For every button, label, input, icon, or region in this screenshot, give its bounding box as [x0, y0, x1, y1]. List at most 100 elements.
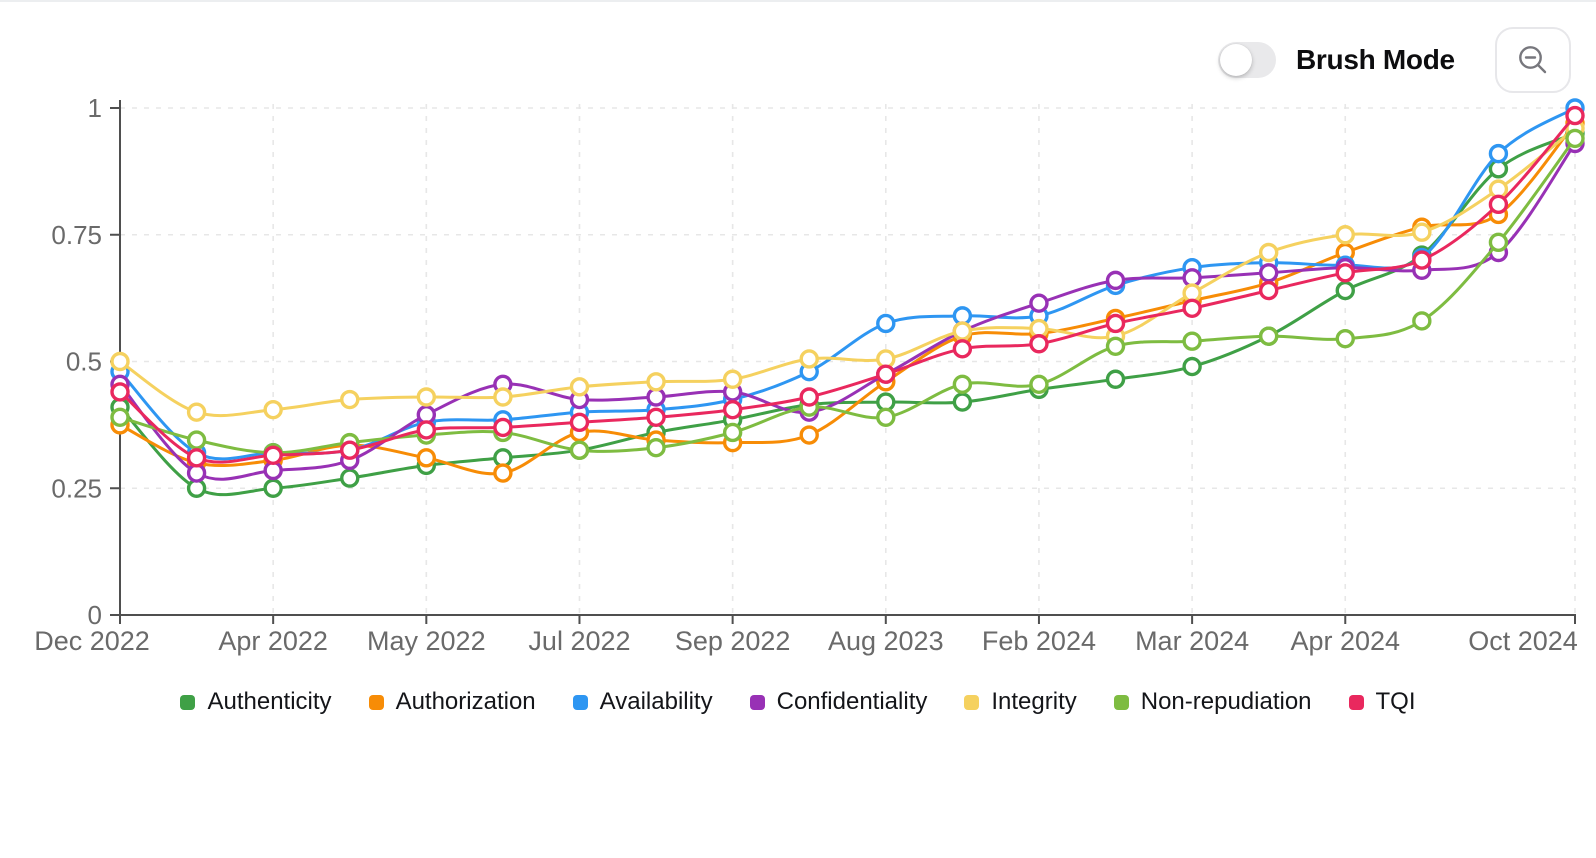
y-axis-tick-label: 0.5 — [66, 347, 102, 377]
legend-swatch — [749, 694, 765, 710]
data-point-marker[interactable] — [1565, 128, 1585, 149]
data-point-marker[interactable] — [722, 422, 743, 443]
legend-item-authenticity[interactable]: Authenticity — [180, 688, 332, 716]
legend-swatch — [180, 694, 196, 710]
data-point-marker[interactable] — [1412, 250, 1432, 270]
x-axis-tick-label: Dec 2022 — [34, 626, 150, 656]
legend-label: TQI — [1375, 688, 1416, 715]
window-top-border — [0, 0, 1596, 2]
data-point-marker[interactable] — [799, 425, 819, 445]
data-point-marker[interactable] — [1105, 336, 1126, 356]
data-point-marker[interactable] — [646, 407, 666, 427]
x-axis-tick-label: Aug 2023 — [828, 626, 944, 656]
y-axis-tick-label: 0 — [88, 600, 102, 630]
data-point-marker[interactable] — [1412, 311, 1432, 331]
data-point-marker[interactable] — [952, 339, 973, 359]
data-point-marker[interactable] — [186, 430, 207, 450]
data-point-marker[interactable] — [110, 407, 130, 427]
data-point-marker[interactable] — [1488, 143, 1509, 164]
data-point-marker[interactable] — [569, 440, 590, 460]
series-line-authenticity — [118, 131, 1577, 497]
data-point-marker[interactable] — [1105, 313, 1126, 334]
data-point-marker[interactable] — [1488, 232, 1509, 253]
data-point-marker[interactable] — [876, 364, 896, 384]
data-point-marker[interactable] — [1182, 298, 1202, 318]
chart-legend: Authenticity Authorization Availability Con… — [0, 688, 1596, 716]
data-point-marker[interactable] — [1258, 326, 1279, 346]
data-point-marker[interactable] — [493, 463, 513, 483]
data-point-marker[interactable] — [1029, 334, 1049, 354]
x-axis-tick-label: May 2022 — [367, 626, 486, 656]
data-point-marker[interactable] — [340, 389, 360, 410]
data-point-marker[interactable] — [1182, 331, 1202, 351]
data-point-marker[interactable] — [340, 468, 360, 488]
data-point-marker[interactable] — [952, 392, 973, 412]
legend-label: Non-repudiation — [1140, 688, 1312, 715]
data-point-marker[interactable] — [263, 478, 283, 498]
legend-swatch — [572, 694, 588, 710]
x-axis-tick-label: Feb 2024 — [982, 626, 1096, 656]
data-point-marker[interactable] — [1258, 242, 1279, 263]
series-line-authorization — [118, 121, 1577, 476]
data-point-marker[interactable] — [1029, 374, 1049, 395]
data-point-marker[interactable] — [1488, 194, 1509, 215]
data-point-marker[interactable] — [1105, 270, 1126, 291]
data-point-marker[interactable] — [569, 377, 590, 397]
data-point-marker[interactable] — [416, 420, 437, 440]
legend-item-availability[interactable]: Availability — [572, 688, 713, 716]
legend-label: Integrity — [991, 688, 1077, 715]
legend-label: Authorization — [395, 688, 536, 715]
data-point-marker[interactable] — [1258, 263, 1279, 283]
data-point-marker[interactable] — [1258, 280, 1279, 301]
zoom-out-button[interactable] — [1495, 27, 1571, 93]
data-point-marker[interactable] — [1412, 222, 1432, 242]
data-point-marker[interactable] — [186, 448, 207, 468]
data-point-marker[interactable] — [1182, 356, 1202, 377]
legend-label: Authenticity — [207, 688, 332, 715]
legend-swatch — [1348, 694, 1364, 710]
x-axis-tick-label: Mar 2024 — [1135, 626, 1249, 656]
data-point-marker[interactable] — [876, 407, 896, 427]
legend-item-confidentiality[interactable]: Confidentiality — [749, 688, 927, 716]
data-point-marker[interactable] — [1335, 225, 1355, 245]
data-point-marker[interactable] — [952, 321, 973, 341]
data-point-marker[interactable] — [1565, 105, 1585, 126]
data-point-marker[interactable] — [646, 437, 666, 458]
data-point-marker[interactable] — [799, 349, 819, 369]
data-point-marker[interactable] — [263, 445, 283, 465]
data-point-marker[interactable] — [416, 387, 437, 407]
data-point-marker[interactable] — [1335, 328, 1355, 349]
data-point-marker[interactable] — [722, 399, 743, 420]
quality-metrics-line-chart[interactable]: 0 0.25 0.5 0.75 1 Dec 2022 Apr 2022 May 2022 Jul… — [0, 0, 1596, 672]
brush-mode-label: Brush Mode — [1296, 44, 1455, 75]
data-point-marker[interactable] — [493, 417, 513, 438]
data-point-marker[interactable] — [952, 374, 973, 395]
data-point-marker[interactable] — [799, 387, 819, 407]
data-point-marker[interactable] — [263, 399, 283, 420]
data-point-marker[interactable] — [110, 351, 130, 372]
data-point-marker[interactable] — [110, 382, 130, 402]
data-point-marker[interactable] — [493, 387, 513, 407]
data-point-marker[interactable] — [646, 372, 666, 392]
data-point-marker[interactable] — [1105, 369, 1126, 389]
data-point-marker[interactable] — [186, 402, 207, 422]
legend-swatch — [1113, 694, 1129, 710]
legend-item-authorization[interactable]: Authorization — [368, 688, 536, 716]
legend-item-non-repudiation[interactable]: Non-repudiation — [1113, 688, 1312, 716]
y-axis-tick-label: 0.75 — [51, 220, 102, 250]
data-point-marker[interactable] — [1335, 263, 1355, 283]
legend-item-tqi[interactable]: TQI — [1348, 688, 1416, 716]
data-point-marker[interactable] — [1335, 280, 1355, 301]
legend-item-integrity[interactable]: Integrity — [964, 688, 1077, 716]
legend-label: Availability — [599, 688, 713, 715]
data-point-marker[interactable] — [876, 313, 896, 334]
x-axis-tick-label: Apr 2024 — [1290, 626, 1400, 656]
data-point-marker[interactable] — [340, 440, 360, 460]
data-point-marker[interactable] — [416, 448, 437, 468]
data-point-marker[interactable] — [1029, 293, 1049, 313]
legend-swatch — [368, 694, 384, 710]
brush-mode-toggle[interactable] — [1218, 42, 1276, 78]
zoom-out-icon — [1519, 46, 1547, 74]
data-point-marker[interactable] — [722, 369, 743, 389]
data-point-marker[interactable] — [569, 412, 590, 433]
